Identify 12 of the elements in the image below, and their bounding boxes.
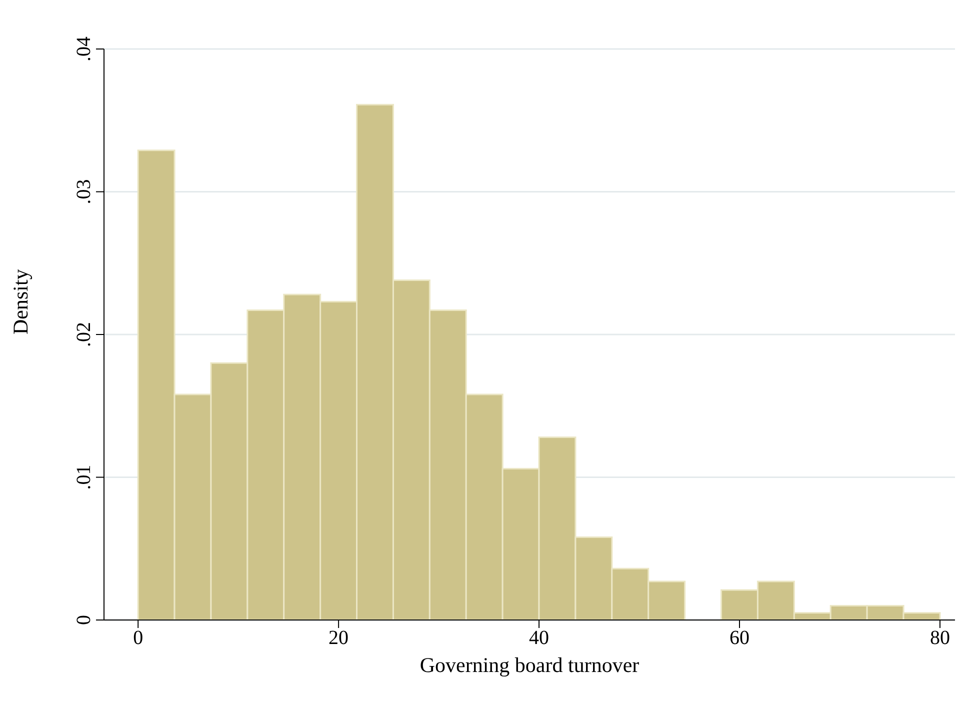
y-tick-label: .03 [73,179,95,204]
x-tick-label: 40 [529,627,550,650]
y-tick-label: .02 [73,322,95,347]
y-tick-label: .01 [73,464,95,490]
x-axis-title: Governing board turnover [420,653,640,677]
x-tick-label: 80 [930,627,950,650]
y-tick-label: 0 [73,615,95,625]
x-tick-label: 0 [133,627,144,650]
y-tick-label: .04 [73,36,95,62]
x-tick-label: 60 [729,627,750,650]
y-axis-title: Density [8,268,32,334]
x-tick-label: 20 [328,627,349,650]
